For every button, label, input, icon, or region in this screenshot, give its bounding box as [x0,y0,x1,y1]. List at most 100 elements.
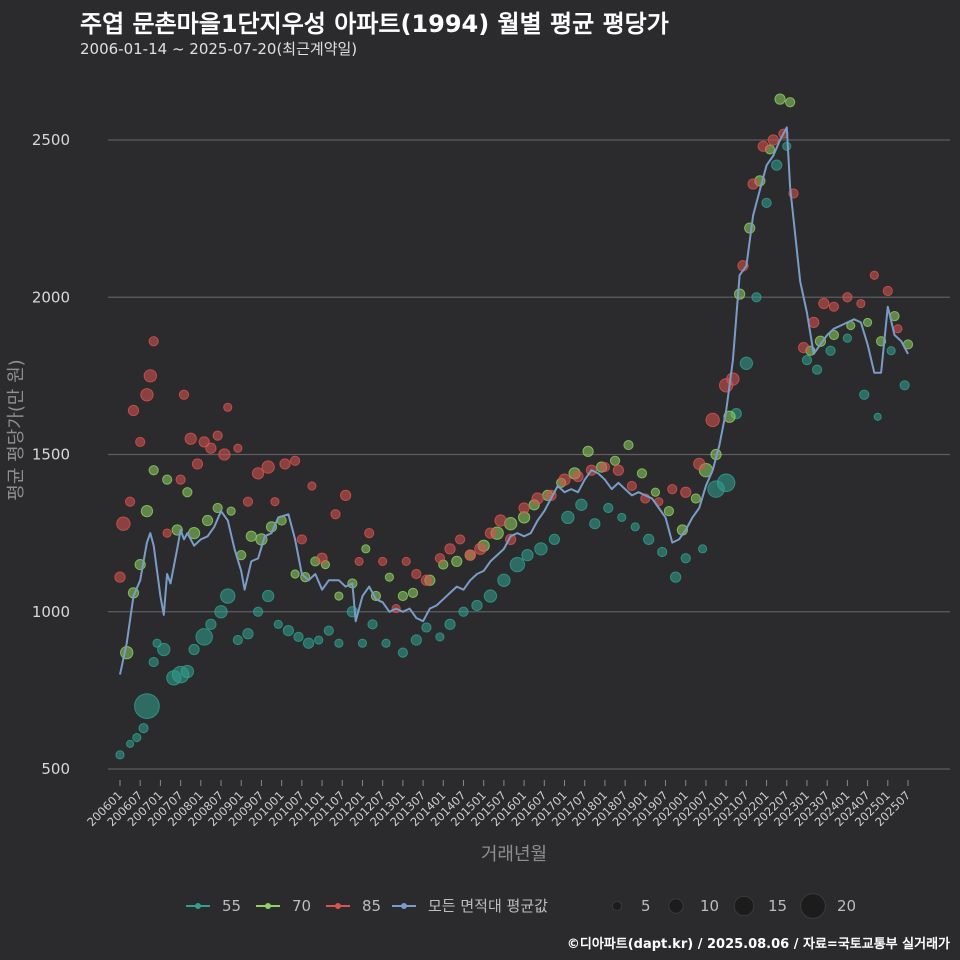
point-85 [279,458,291,470]
point-85 [135,436,146,448]
y-tick-labels: 500 1000 1500 2000 2500 [32,131,70,778]
point-85 [767,134,779,146]
legend-size-label: 5 [641,897,651,915]
point-85 [290,455,301,466]
point-85 [531,492,544,505]
point-85 [693,457,706,471]
point-70 [636,468,648,479]
point-55 [367,619,378,630]
legend-label: 85 [362,897,381,915]
point-70 [863,317,873,327]
point-85 [233,443,243,453]
point-85 [869,270,879,280]
point-85 [330,509,341,520]
point-85 [223,402,233,412]
point-55 [534,542,548,556]
legend-label: 모든 면적대 평균값 [428,897,548,915]
point-55 [421,622,432,633]
point-85 [747,178,759,190]
point-55 [716,473,736,493]
point-55 [771,159,783,171]
point-85 [680,486,692,498]
point-55 [483,589,498,603]
point-70 [723,410,736,423]
legend-size-label: 10 [700,897,719,915]
point-85 [434,553,446,564]
point-55 [698,544,708,554]
point-55 [657,546,668,558]
y-tick-label: 1000 [32,603,70,621]
legend-size-label: 20 [837,897,856,915]
point-55 [115,750,125,760]
point-85 [444,543,456,555]
point-85 [626,480,637,492]
point-85 [140,388,154,402]
point-70 [162,474,173,485]
point-70 [334,591,344,601]
point-55 [561,510,575,525]
credit-line: ©디아파트(dapt.kr) / 2025.08.06 / 자료=국토교통부 실… [566,937,950,952]
point-55 [521,549,534,562]
point-55 [302,637,315,649]
point-85 [114,571,126,583]
point-55 [188,643,200,656]
point-55 [589,518,601,530]
chart-subtitle: 2006-01-14 ~ 2025-07-20(최근계약일) [80,40,358,58]
point-85 [354,556,364,567]
point-85 [518,502,530,514]
x-axis-label: 거래년월 [481,844,547,865]
point-85 [599,461,611,473]
legend-size-circle [733,895,755,917]
point-70 [397,590,408,602]
point-70 [451,555,463,568]
point-55 [751,292,762,303]
point-55 [811,364,823,375]
point-70 [361,544,371,554]
legend-swatch-dot [401,903,407,909]
y-tick-label: 2000 [32,288,70,306]
point-55 [357,638,368,648]
point-55 [134,693,160,719]
point-70 [212,502,223,514]
point-85 [218,448,231,461]
point-55 [205,618,217,630]
point-70 [785,97,796,108]
point-85 [116,516,131,531]
average-line-layer [119,126,909,675]
point-55 [859,389,870,400]
point-70 [407,587,419,598]
point-70 [663,506,675,517]
point-55 [242,628,254,640]
point-55 [617,512,627,522]
point-85 [251,467,265,480]
legend-label: 55 [222,897,241,915]
point-70 [120,645,134,660]
point-85 [818,297,830,310]
chart-title: 주엽 문촌마을1단지우성 아파트(1994) 월별 평균 평당가 [80,10,669,38]
point-55 [323,625,334,636]
point-70 [650,487,661,497]
point-55 [680,553,691,564]
point-70 [828,329,840,341]
grid-layer [108,139,950,770]
point-55 [497,573,511,587]
point-70 [140,504,154,518]
average-line [119,126,909,675]
legend: 55 70 85 모든 면적대 평균값 5 10 15 20 [186,893,856,919]
point-55 [643,533,655,546]
point-85 [828,301,840,312]
point-55 [157,642,171,657]
point-55 [458,606,469,617]
point-55 [314,635,324,645]
point-55 [232,634,243,646]
point-85 [667,483,678,495]
point-55 [126,739,135,748]
point-55 [825,345,836,356]
legend-label: 70 [292,897,311,915]
point-55 [435,632,445,642]
legend-size-label: 15 [768,897,787,915]
point-55 [670,571,682,583]
point-55 [397,647,408,658]
point-85 [757,140,769,152]
